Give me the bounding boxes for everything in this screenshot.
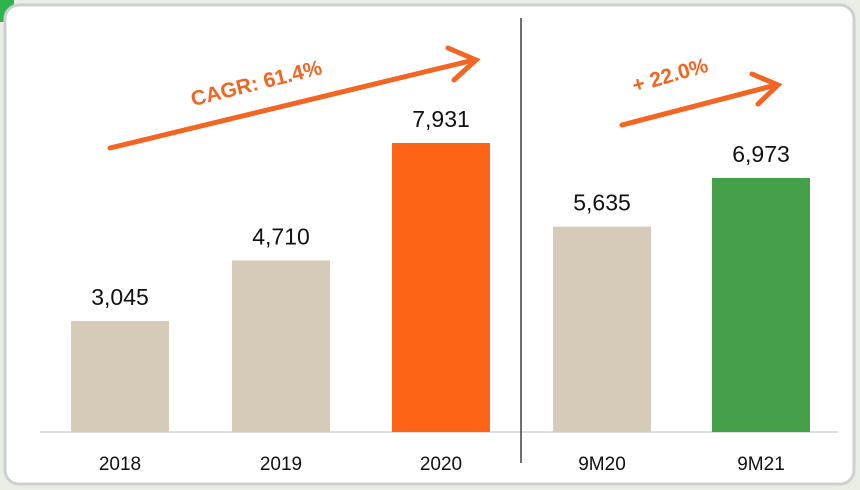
x-tick-label: 9M21 xyxy=(737,454,785,475)
value-label: 3,045 xyxy=(91,284,149,310)
value-label: 6,973 xyxy=(732,141,790,167)
x-tick-label: 2020 xyxy=(420,454,462,475)
value-label: 5,635 xyxy=(573,190,631,216)
bar xyxy=(71,321,169,432)
x-tick-label: 9M20 xyxy=(578,454,626,475)
bar xyxy=(712,178,810,432)
chart: CAGR: 61.4% + 22.0% 3,04520184,71020197,… xyxy=(0,0,860,490)
bar xyxy=(232,260,330,432)
page: CAGR: 61.4% + 22.0% 3,04520184,71020197,… xyxy=(0,0,860,490)
x-tick-label: 2019 xyxy=(260,454,302,475)
value-label: 4,710 xyxy=(252,223,310,249)
bar xyxy=(553,227,651,432)
bar xyxy=(392,143,490,432)
value-label: 7,931 xyxy=(412,106,470,132)
x-tick-label: 2018 xyxy=(99,454,141,475)
